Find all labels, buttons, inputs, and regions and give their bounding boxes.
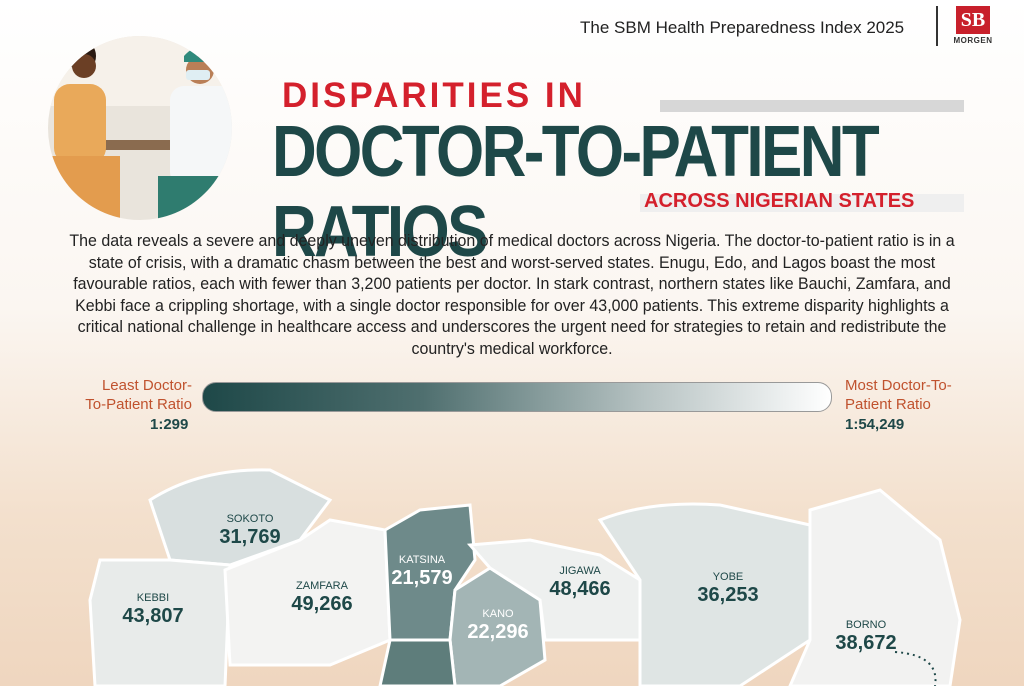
intro-text: The data reveals a severe and deeply une…: [69, 231, 955, 358]
state-value: 21,579: [391, 567, 452, 589]
title-line-3: ACROSS NIGERIAN STATES: [644, 190, 915, 212]
state-name: BORNO: [846, 619, 887, 631]
state-shape: [223, 518, 392, 667]
divider: [936, 6, 938, 46]
state-name: KEBBI: [137, 592, 169, 604]
title-rule: [660, 100, 964, 112]
legend-gradient: [202, 382, 832, 412]
state-name: JIGAWA: [559, 565, 601, 577]
state-shape: [597, 502, 812, 686]
state-value: 31,769: [219, 526, 280, 548]
callout-line: [894, 651, 937, 686]
state-name: YOBE: [713, 571, 744, 583]
state-shape: [788, 488, 962, 686]
logo-name: MORGEN: [953, 36, 993, 45]
state-value: 48,466: [549, 578, 610, 600]
title-line-2: DOCTOR-TO-PATIENT RATIOS: [272, 112, 880, 272]
state-name: ZAMFARA: [296, 580, 349, 592]
logo: SB MORGEN: [952, 6, 994, 48]
state-value: 43,807: [122, 605, 183, 627]
illustration: [48, 36, 232, 220]
state-shape: [88, 558, 232, 686]
state-value: 36,253: [697, 584, 758, 606]
title-line-1: DISPARITIES IN: [282, 76, 586, 115]
state-shape: [148, 468, 333, 567]
state-value: 22,296: [467, 621, 528, 643]
legend-label: Most Doctor-To-Patient Ratio: [845, 377, 952, 413]
state-name: SOKOTO: [227, 513, 274, 525]
state-shape: [378, 638, 457, 686]
header-title: The SBM Health Preparedness Index 2025: [580, 18, 905, 37]
legend-value: 1:299: [150, 416, 189, 433]
state-name: KANO: [482, 608, 514, 620]
state-name: KATSINA: [399, 554, 446, 566]
state-value: 49,266: [291, 593, 352, 615]
legend-label: Least Doctor-To-Patient Ratio: [85, 377, 192, 413]
state-value: 38,672: [835, 632, 896, 654]
logo-mark: SB: [956, 6, 990, 34]
subtitle-band: [640, 194, 964, 212]
legend-value: 1:54,249: [845, 416, 905, 433]
